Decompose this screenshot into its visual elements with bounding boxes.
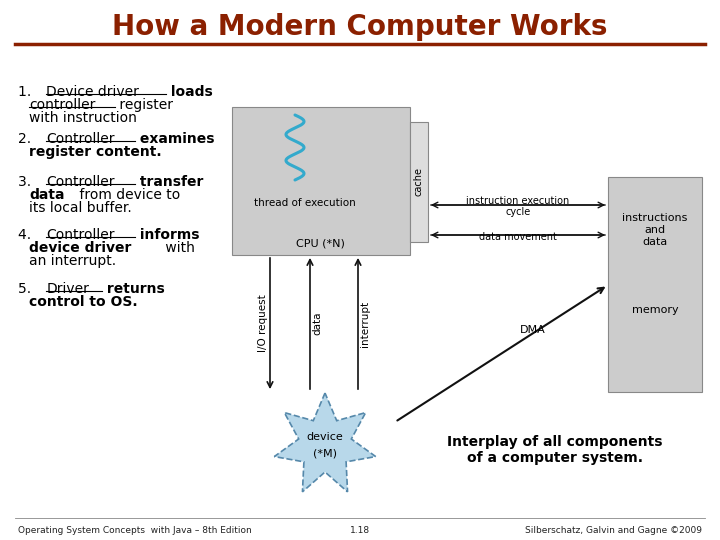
Text: an interrupt.: an interrupt. [29,254,116,268]
Text: Silberschatz, Galvin and Gagne ©2009: Silberschatz, Galvin and Gagne ©2009 [525,526,702,535]
Text: informs: informs [135,228,199,242]
Text: 2.: 2. [18,132,40,146]
Text: from device to: from device to [75,188,180,202]
Text: register: register [114,98,173,112]
Text: I/O request: I/O request [258,295,268,353]
Text: memory: memory [631,305,678,315]
FancyBboxPatch shape [232,107,410,255]
Text: controller: controller [29,98,95,112]
FancyBboxPatch shape [410,122,428,242]
Text: device: device [307,432,343,442]
Text: its local buffer.: its local buffer. [29,201,132,215]
Text: data movement: data movement [479,232,557,242]
Text: Controller: Controller [46,228,114,242]
Text: returns: returns [102,282,164,296]
Polygon shape [274,393,376,492]
Text: thread of execution: thread of execution [254,198,356,208]
Text: How a Modern Computer Works: How a Modern Computer Works [112,13,608,41]
Text: cache: cache [414,167,424,197]
Text: interrupt: interrupt [360,300,370,347]
Text: DMA: DMA [520,325,546,335]
Text: examines: examines [135,132,214,146]
Text: with: with [161,241,195,255]
Text: CPU (*N): CPU (*N) [296,238,344,248]
Text: 1.: 1. [18,85,40,99]
Text: control to OS.: control to OS. [29,295,138,309]
Text: instructions
and
data: instructions and data [622,213,688,247]
Text: loads: loads [166,85,213,99]
Text: Operating System Concepts  with Java – 8th Edition: Operating System Concepts with Java – 8t… [18,526,252,535]
Text: Driver: Driver [46,282,89,296]
Text: Controller: Controller [46,132,114,146]
Text: cycle: cycle [505,207,531,217]
Text: 3.: 3. [18,175,40,189]
Text: with instruction: with instruction [29,111,137,125]
Text: device driver: device driver [29,241,131,255]
Text: instruction execution: instruction execution [467,196,570,206]
Text: 4.: 4. [18,228,40,242]
Text: transfer: transfer [135,175,203,189]
Text: data: data [312,312,322,335]
Text: 1.18: 1.18 [350,526,370,535]
Text: Device driver: Device driver [46,85,139,99]
Text: Controller: Controller [46,175,114,189]
FancyBboxPatch shape [608,177,702,392]
Text: 5.: 5. [18,282,40,296]
Text: data: data [29,188,65,202]
Text: Interplay of all components
of a computer system.: Interplay of all components of a compute… [447,435,662,465]
Text: (*M): (*M) [313,448,337,458]
Text: register content.: register content. [29,145,161,159]
